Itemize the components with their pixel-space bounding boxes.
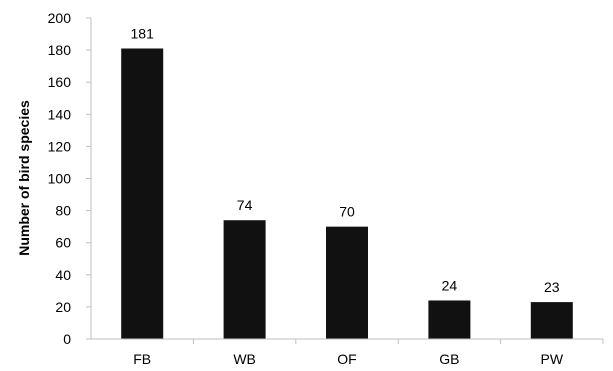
y-tick-label: 80 [55,203,71,219]
y-tick-label: 160 [48,74,72,90]
data-label-of: 70 [339,204,355,220]
bar-of [326,226,368,339]
bar-wb [223,220,266,339]
y-tick-label: 40 [55,267,71,283]
data-label-fb: 181 [131,25,155,41]
data-label-wb: 74 [237,197,253,213]
x-tick-label-pw: PW [541,351,564,367]
x-axis: FB WB OF GB PW [91,338,604,367]
bars-group: 181 74 70 24 23 [121,25,573,340]
y-tick-label: 180 [48,42,72,58]
data-label-pw: 23 [544,279,560,295]
x-tick-label-fb: FB [133,351,151,367]
bar-pw [530,302,573,339]
y-tick-label: 100 [48,171,72,187]
y-tick-label: 200 [48,10,72,26]
y-tick-label: 20 [55,299,71,315]
x-tick-label-gb: GB [439,351,459,367]
y-tick-label: 60 [55,235,71,251]
y-tick-label: 0 [63,331,71,347]
data-label-gb: 24 [442,277,458,293]
y-axis-title: Number of bird species [16,100,32,256]
y-tick-label: 140 [48,106,72,122]
x-tick-label-wb: WB [233,351,256,367]
y-tick-label: 120 [48,138,72,154]
x-tick-label-of: OF [337,351,356,367]
y-axis: 0 20 40 60 80 100 120 140 160 180 200 [48,10,92,347]
bar-gb [428,300,471,339]
bar-fb [121,48,164,340]
